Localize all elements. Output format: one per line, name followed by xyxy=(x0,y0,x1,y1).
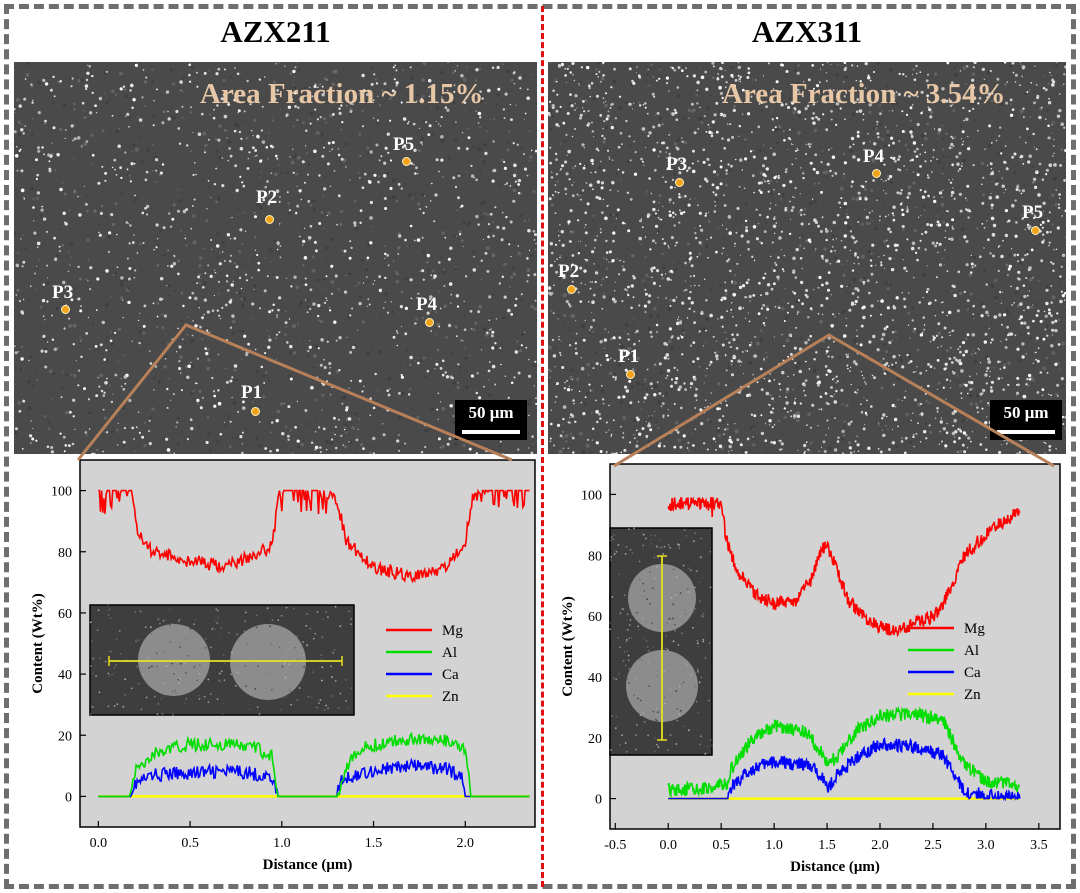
x-tick-label: 3.0 xyxy=(977,838,995,853)
x-tick-label: 0.0 xyxy=(90,836,108,851)
point-marker xyxy=(567,285,576,294)
legend-label: Ca xyxy=(964,665,981,681)
point-label: P2 xyxy=(558,261,580,282)
sem-image-azx211 xyxy=(14,62,537,454)
point-marker xyxy=(402,157,411,166)
scale-bar-line xyxy=(997,430,1055,434)
point-label: P4 xyxy=(863,146,885,167)
area-fraction-label: Area Fraction ~ 1.15% xyxy=(200,78,484,110)
point-label: P2 xyxy=(256,187,278,208)
x-tick-label: 2.0 xyxy=(871,838,889,853)
y-axis-label: Content (Wt%) xyxy=(560,596,576,696)
y-tick-label: 20 xyxy=(58,729,72,744)
scale-bar-label: 50 μm xyxy=(468,403,514,422)
series-line-al xyxy=(98,731,530,798)
x-tick-label: 1.5 xyxy=(818,838,836,853)
inset-particle xyxy=(138,624,210,696)
scale-bar: 50 μm xyxy=(990,400,1062,440)
x-axis-label: Distance (μm) xyxy=(263,857,353,873)
point-label: P4 xyxy=(416,294,438,315)
point-label: P5 xyxy=(393,134,415,155)
point-label: P3 xyxy=(666,154,688,175)
legend-label: Al xyxy=(442,645,457,661)
legend-label: Mg xyxy=(964,621,985,637)
inset-particle-image xyxy=(89,604,355,716)
point-marker xyxy=(626,370,635,379)
point-marker xyxy=(1031,226,1040,235)
x-tick-label: 2.0 xyxy=(457,836,475,851)
legend-label: Al xyxy=(964,643,979,659)
y-axis-label: Content (Wt%) xyxy=(30,593,46,693)
line-scan-chart-azx211: 0.0 0.5 1.0 1.5 2.0 0 20 40 60 80 100 Distance (μm)… xyxy=(30,459,536,873)
scale-bar-line xyxy=(462,430,520,434)
y-tick-label: 100 xyxy=(581,488,602,503)
y-tick-label: 40 xyxy=(588,671,602,686)
x-tick-label: 1.0 xyxy=(765,838,783,853)
inset-particle-image xyxy=(609,527,713,756)
zoom-connector xyxy=(76,323,513,462)
line-scan-chart-azx311: -0.5 0.0 0.5 1.0 1.5 2.0 2.5 3.0 3.5 0 20 40 60 80 100… xyxy=(560,463,1061,875)
legend-label: Ca xyxy=(442,667,459,683)
series-line-mg xyxy=(667,496,1021,638)
precipitate-particles xyxy=(548,62,1066,454)
y-tick-label: 80 xyxy=(58,546,72,561)
y-tick-label: 0 xyxy=(595,793,602,808)
point-label: P1 xyxy=(618,346,640,367)
zoom-connector xyxy=(613,333,1055,468)
figure-frame xyxy=(4,4,1076,889)
inset-particle xyxy=(230,624,306,700)
y-tick-label: 40 xyxy=(58,668,72,683)
y-tick-label: 60 xyxy=(58,607,72,622)
series-line-ca xyxy=(668,736,1021,802)
y-tick-label: 100 xyxy=(51,485,72,500)
inset-background xyxy=(89,604,355,716)
x-tick-label: 1.5 xyxy=(365,836,383,851)
panel-title-azx311: AZX311 xyxy=(751,14,863,49)
y-tick-label: 20 xyxy=(588,732,602,747)
y-tick-label: 60 xyxy=(588,610,602,625)
x-tick-label: 2.5 xyxy=(924,838,942,853)
x-tick-label: 1.0 xyxy=(273,836,291,851)
point-marker xyxy=(251,407,260,416)
legend-label: Zn xyxy=(442,689,459,705)
scale-bar-label: 50 μm xyxy=(1003,403,1049,422)
sem-image-azx311 xyxy=(548,62,1066,454)
series-line-mg xyxy=(98,488,530,584)
legend-label: Mg xyxy=(442,623,463,639)
point-label: P3 xyxy=(52,282,74,303)
x-tick-label: 0.5 xyxy=(712,838,730,853)
x-tick-label: 0.5 xyxy=(181,836,199,851)
x-tick-label: 0.0 xyxy=(659,838,677,853)
y-tick-label: 80 xyxy=(588,549,602,564)
point-marker xyxy=(675,178,684,187)
point-label: P1 xyxy=(241,382,263,403)
point-marker xyxy=(61,305,70,314)
y-tick-label: 0 xyxy=(65,790,72,805)
point-marker xyxy=(872,169,881,178)
series-line-al xyxy=(667,706,1021,799)
x-tick-label: -0.5 xyxy=(604,838,626,853)
legend-label: Zn xyxy=(964,687,981,703)
point-marker xyxy=(265,215,274,224)
area-fraction-label: Area Fraction ~ 3.54% xyxy=(722,78,1006,110)
x-axis-label: Distance (μm) xyxy=(790,859,880,875)
panel-title-azx211: AZX211 xyxy=(220,14,331,49)
panel-divider xyxy=(541,6,544,887)
point-label: P5 xyxy=(1022,202,1044,223)
scale-bar: 50 μm xyxy=(455,400,527,440)
sem-background xyxy=(548,62,1066,454)
point-marker xyxy=(425,318,434,327)
precipitate-particles xyxy=(14,62,537,454)
x-tick-label: 3.5 xyxy=(1030,838,1048,853)
